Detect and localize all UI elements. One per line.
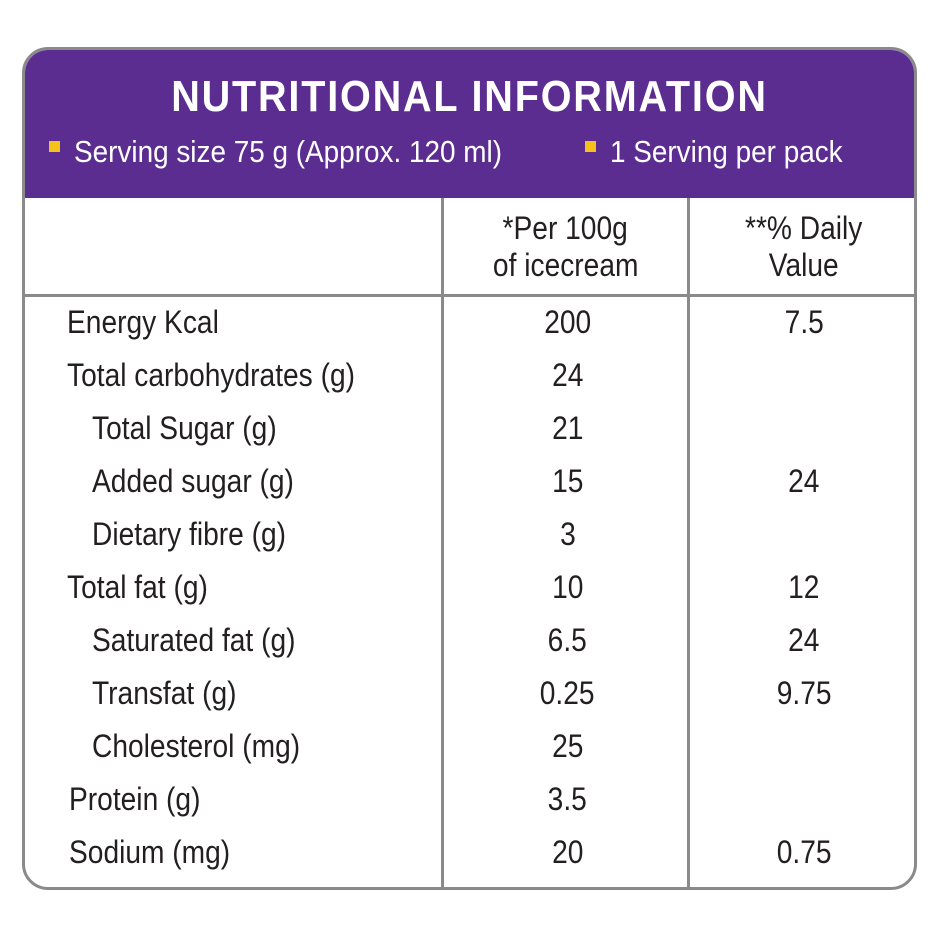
per100g-value: 24: [551, 357, 584, 393]
nutrient-name: Total fat (g): [67, 569, 208, 605]
nutrient-row: Dietary fibre (g) 3: [25, 516, 914, 568]
servings-per-pack-item: 1 Serving per pack: [585, 134, 868, 170]
nutrient-name: Added sugar (g): [92, 463, 294, 499]
daily-value: 9.75: [776, 675, 832, 711]
daily-value: 24: [788, 622, 820, 658]
column-header-daily-value: **% Daily Value: [745, 210, 863, 283]
nutrient-row: Added sugar (g) 15 24: [25, 463, 914, 515]
daily-value: [690, 516, 914, 553]
nutrition-panel: NUTRITIONAL INFORMATION Serving size 75 …: [22, 47, 917, 890]
nutrient-row: Sodium (mg) 20 0.75: [25, 834, 914, 886]
per100g-value: 3.5: [547, 781, 588, 817]
column-divider-2: [687, 198, 690, 887]
per100g-value: 20: [551, 834, 584, 870]
daily-value: 24: [788, 463, 820, 499]
nutrient-row: Total Sugar (g) 21: [25, 410, 914, 462]
per100g-value: 200: [544, 304, 591, 340]
nutrient-name: Protein (g): [69, 781, 201, 817]
nutrient-name: Cholesterol (mg): [92, 728, 301, 764]
nutrient-name: Total carbohydrates (g): [67, 357, 355, 393]
per100g-value: 3: [559, 516, 576, 552]
panel-header: NUTRITIONAL INFORMATION Serving size 75 …: [25, 50, 914, 198]
nutrient-name: Saturated fat (g): [92, 622, 296, 658]
daily-value: 12: [788, 569, 820, 605]
column-divider-1: [441, 198, 444, 887]
per100g-value: 10: [551, 569, 584, 605]
serving-size-item: Serving size 75 g (Approx. 120 ml): [49, 134, 550, 170]
nutrient-name: Total Sugar (g): [92, 410, 277, 446]
daily-value: [690, 357, 914, 394]
serving-size-text: Serving size 75 g (Approx. 120 ml): [74, 134, 503, 169]
nutrient-row: Protein (g) 3.5: [25, 781, 914, 833]
nutrient-row: Saturated fat (g) 6.5 24: [25, 622, 914, 674]
nutrient-name: Energy Kcal: [67, 304, 219, 340]
header-divider: [25, 294, 914, 297]
per100g-value: 6.5: [547, 622, 588, 658]
daily-value: [690, 781, 914, 818]
panel-title: NUTRITIONAL INFORMATION: [171, 72, 768, 121]
daily-value: [690, 410, 914, 447]
bullet-icon: [585, 141, 596, 152]
nutrient-row: Energy Kcal 200 7.5: [25, 304, 914, 356]
servings-per-pack-text: 1 Serving per pack: [610, 134, 843, 169]
nutrient-row: Total carbohydrates (g) 24: [25, 357, 914, 409]
per100g-value: 21: [551, 410, 584, 446]
nutrient-row: Transfat (g) 0.25 9.75: [25, 675, 914, 727]
nutrient-name: Transfat (g): [92, 675, 237, 711]
column-header-per100g: *Per 100g of icecream: [492, 210, 639, 283]
daily-value: 0.75: [776, 834, 832, 870]
nutrient-row: Cholesterol (mg) 25: [25, 728, 914, 780]
daily-value: 7.5: [784, 304, 824, 340]
nutrient-name: Dietary fibre (g): [92, 516, 287, 552]
bullet-icon: [49, 141, 60, 152]
per100g-value: 0.25: [540, 675, 595, 711]
nutrient-row: Total fat (g) 10 12: [25, 569, 914, 621]
daily-value: [690, 728, 914, 765]
nutrient-name: Sodium (mg): [69, 834, 231, 870]
per100g-value: 25: [551, 728, 584, 764]
per100g-value: 15: [551, 463, 584, 499]
